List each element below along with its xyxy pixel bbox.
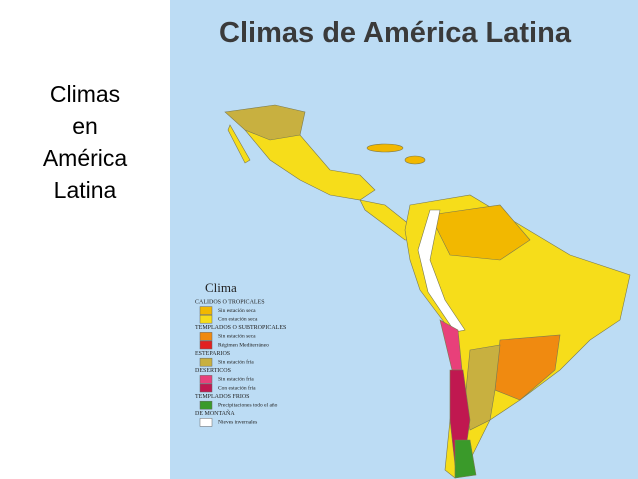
legend-label: Con estación seca [218, 316, 258, 322]
legend-swatch [199, 306, 213, 315]
slide-title: Climas en América Latina [0, 78, 170, 206]
mexico-north [224, 104, 306, 141]
legend-group: TEMPLADOS O SUBTROPICALES [195, 325, 286, 331]
title-line: Climas [49, 81, 121, 107]
island [366, 143, 404, 153]
legend-label: Sin estación fría [218, 376, 254, 383]
legend-group: DESERTICOS [195, 368, 231, 374]
baja [227, 124, 251, 164]
legend-swatch [199, 340, 213, 350]
legend: Clima CALIDOS O TROPICALES Sin estación se… [195, 280, 286, 427]
legend-label: Nieves invernales [218, 420, 257, 426]
legend-group: CALIDOS O TROPICALES [195, 299, 265, 305]
land [224, 104, 631, 479]
legend-label: Con estación fría [218, 384, 256, 391]
legend-swatch [199, 375, 213, 384]
title-line: Latina [53, 177, 117, 203]
island [404, 155, 426, 165]
legend-group: DE MONTAÑA [195, 409, 235, 417]
title-line: América [42, 145, 128, 171]
legend-swatch [199, 400, 213, 410]
amazon [429, 204, 531, 261]
legend-label: Sin estación fría [218, 358, 254, 365]
title-line: en [72, 113, 98, 139]
legend-swatch [199, 418, 213, 427]
map-title: Climas de América Latina [219, 17, 572, 49]
legend-group: TEMPLADOS FRIOS [195, 394, 250, 400]
legend-label: Sin estación seca [218, 334, 256, 340]
legend-swatch [199, 383, 213, 393]
legend-label: Sin estación seca [218, 308, 256, 314]
legend-title: Clima [205, 280, 237, 295]
mexico [244, 129, 376, 201]
legend-label: Régimen Mediterráneo [218, 342, 269, 348]
legend-label: Precipitaciones todo el año [218, 402, 278, 408]
legend-swatch [199, 332, 213, 341]
andes [417, 209, 466, 333]
legend-swatch [199, 357, 213, 367]
legend-group: ESTEPARIOS [195, 351, 230, 357]
legend-swatch [199, 314, 213, 324]
patagonia [454, 439, 477, 479]
